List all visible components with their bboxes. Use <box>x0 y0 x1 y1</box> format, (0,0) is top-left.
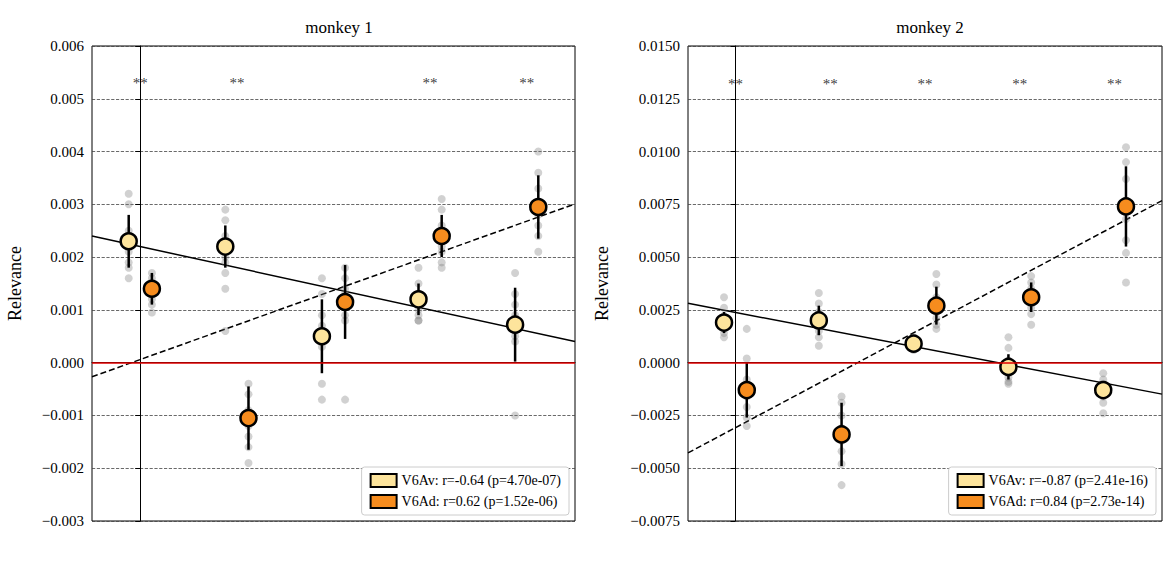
svg-text:0.0050: 0.0050 <box>639 249 680 265</box>
svg-text:**: ** <box>918 76 933 92</box>
svg-text:0.000: 0.000 <box>50 355 84 371</box>
svg-text:0.004: 0.004 <box>50 144 84 160</box>
svg-text:0.006: 0.006 <box>50 38 84 54</box>
svg-text:V6Av: r=-0.64 (p=4.70e-07): V6Av: r=-0.64 (p=4.70e-07) <box>402 473 562 489</box>
svg-text:**: ** <box>823 76 838 92</box>
svg-text:0.003: 0.003 <box>50 196 84 212</box>
svg-text:V6Ad: r=0.62 (p=1.52e-06): V6Ad: r=0.62 (p=1.52e-06) <box>402 494 558 510</box>
svg-text:**: ** <box>133 75 148 91</box>
svg-text:monkey 2: monkey 2 <box>896 18 964 37</box>
svg-text:−0.0025: −0.0025 <box>630 407 680 423</box>
svg-text:Relevance: Relevance <box>5 246 25 321</box>
svg-text:**: ** <box>1107 76 1122 92</box>
svg-text:V6Ad: r=0.84 (p=2.73e-14): V6Ad: r=0.84 (p=2.73e-14) <box>989 494 1145 510</box>
svg-text:0.0150: 0.0150 <box>639 38 680 54</box>
svg-text:**: ** <box>423 75 438 91</box>
svg-text:**: ** <box>519 75 534 91</box>
svg-text:−0.0050: −0.0050 <box>630 460 680 476</box>
svg-text:0.001: 0.001 <box>50 302 84 318</box>
svg-text:−0.001: −0.001 <box>42 407 84 423</box>
svg-text:Relevance: Relevance <box>592 246 612 321</box>
svg-text:−0.003: −0.003 <box>42 513 84 529</box>
svg-text:0.0075: 0.0075 <box>639 196 680 212</box>
svg-text:**: ** <box>229 75 244 91</box>
svg-text:−0.002: −0.002 <box>42 460 84 476</box>
svg-text:0.0100: 0.0100 <box>639 144 680 160</box>
svg-text:monkey 1: monkey 1 <box>305 18 373 37</box>
svg-text:0.0000: 0.0000 <box>639 355 680 371</box>
svg-text:V6Av: r=-0.87 (p=2.41e-16): V6Av: r=-0.87 (p=2.41e-16) <box>989 473 1149 489</box>
svg-text:−0.0075: −0.0075 <box>630 513 680 529</box>
svg-text:**: ** <box>728 76 743 92</box>
svg-text:0.005: 0.005 <box>50 91 84 107</box>
svg-text:0.002: 0.002 <box>50 249 84 265</box>
svg-text:0.0125: 0.0125 <box>639 91 680 107</box>
svg-text:0.0025: 0.0025 <box>639 302 680 318</box>
svg-text:**: ** <box>1012 76 1027 92</box>
